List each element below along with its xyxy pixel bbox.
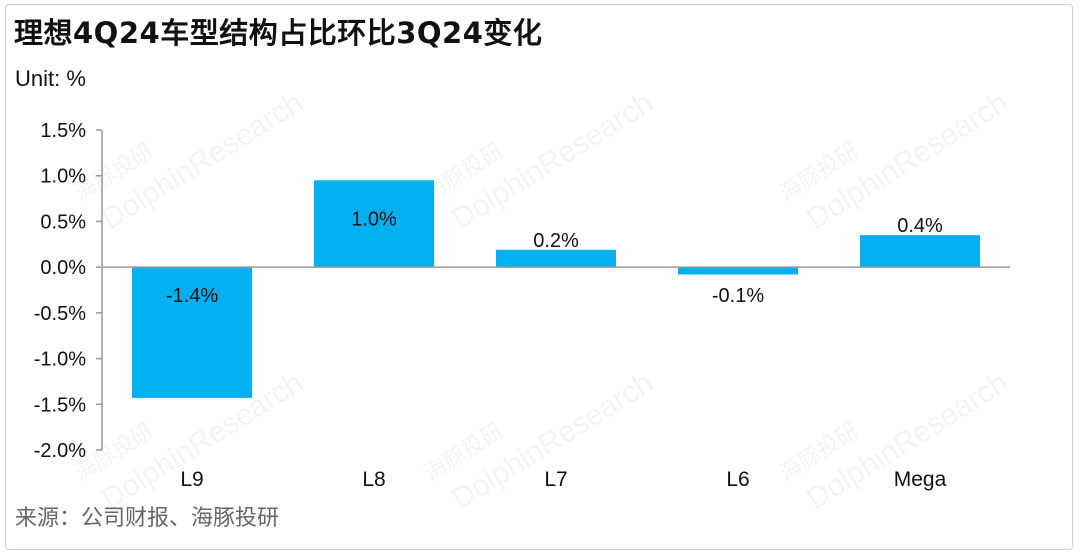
watermark: DolphinResearch海豚投研 — [775, 86, 1014, 236]
y-tick-label: 1.5% — [40, 120, 86, 142]
watermark: DolphinResearch海豚投研 — [775, 366, 1014, 516]
bar-l8 — [314, 180, 434, 268]
data-label: 0.2% — [533, 230, 579, 252]
x-category-label: L6 — [726, 468, 749, 491]
x-category-label: L7 — [544, 468, 567, 491]
watermark: DolphinResearch海豚投研 — [70, 86, 309, 236]
watermark: DolphinResearch海豚投研 — [420, 366, 659, 516]
data-label: -0.1% — [712, 285, 764, 307]
bar-l7 — [496, 249, 616, 268]
x-category-label: Mega — [894, 468, 947, 491]
x-category-label: L9 — [180, 468, 203, 491]
chart-title: 理想4Q24车型结构占比环比3Q24变化 — [14, 16, 543, 50]
bar-l9 — [132, 267, 252, 398]
y-tick-label: -0.5% — [34, 303, 86, 325]
y-tick-label: -1.5% — [34, 394, 86, 416]
bar-l6 — [678, 267, 798, 275]
bars-layer — [132, 180, 980, 398]
bar-mega — [860, 235, 980, 268]
source-note: 来源：公司财报、海豚投研 — [15, 506, 280, 531]
data-label: 1.0% — [351, 208, 397, 230]
axis-layer: 1.5% 1.0% 0.5% 0.0% -0.5% -1.0% -1.5% -2.0% — [34, 120, 103, 462]
data-label: -1.4% — [166, 285, 218, 307]
y-tick-label: -1.0% — [34, 349, 86, 371]
y-tick-label: 0.5% — [40, 211, 86, 233]
watermark: DolphinResearch海豚投研 — [420, 86, 659, 236]
unit-label: Unit: % — [15, 66, 86, 91]
y-tick-label: -2.0% — [34, 440, 86, 462]
data-label: 0.4% — [897, 215, 943, 237]
y-tick-label: 1.0% — [40, 166, 86, 188]
labels-layer: -1.4% L9 1.0% L8 0.2% L7 -0.1% L6 0.4% Mega — [102, 208, 1010, 491]
y-tick-label: 0.0% — [40, 257, 86, 279]
x-category-label: L8 — [362, 468, 385, 491]
